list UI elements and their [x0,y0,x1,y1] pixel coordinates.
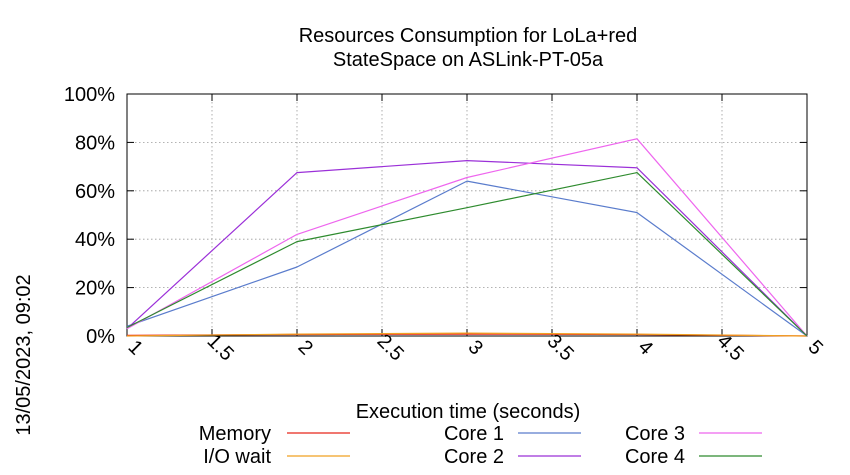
series-line-core-1 [126,180,808,337]
series-line-core-4 [126,172,808,337]
series-line-i-o-wait [126,332,808,337]
y-tick-label: 100% [64,84,115,106]
y-tick-label: 0% [86,326,115,348]
series-line-core-2 [126,160,808,337]
series-line-core-3 [126,138,808,337]
x-axis-label: Execution time (seconds) [356,401,581,423]
x-tick-label: 3.5 [543,330,578,365]
grid [127,94,807,336]
legend-label-core-3: Core 3 [625,423,685,445]
legend-label-core-2: Core 2 [444,446,504,468]
legend-label-core-4: Core 4 [625,446,685,468]
x-axis: 1 1.5 2 2.5 3 3.5 4 4.5 5 [124,94,827,365]
x-tick-label: 4 [634,336,657,359]
x-tick-label: 2 [294,336,317,359]
chart-title-line-2: StateSpace on ASLink-PT-05a [333,49,604,71]
y-tick-label: 40% [75,229,115,251]
y-tick-label: 20% [75,278,115,300]
timestamp-label: 13/05/2023, 09:02 [13,274,35,435]
legend-label-memory: Memory [199,423,271,445]
x-tick-label: 2.5 [373,330,408,365]
legend-label-i-o-wait: I/O wait [203,446,271,468]
chart-title-line-1: Resources Consumption for LoLa+red [299,25,638,47]
y-axis: 0% 20% 40% 60% 80% 100% [64,84,807,348]
legend-label-core-1: Core 1 [444,423,504,445]
y-tick-label: 60% [75,181,115,203]
y-tick-label: 80% [75,132,115,154]
x-tick-label: 1 [124,336,147,359]
x-tick-label: 5 [804,336,827,359]
x-tick-label: 3 [464,336,487,359]
series-lines [126,138,808,337]
